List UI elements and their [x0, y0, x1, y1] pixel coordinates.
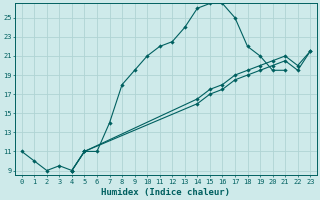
X-axis label: Humidex (Indice chaleur): Humidex (Indice chaleur) — [101, 188, 230, 197]
